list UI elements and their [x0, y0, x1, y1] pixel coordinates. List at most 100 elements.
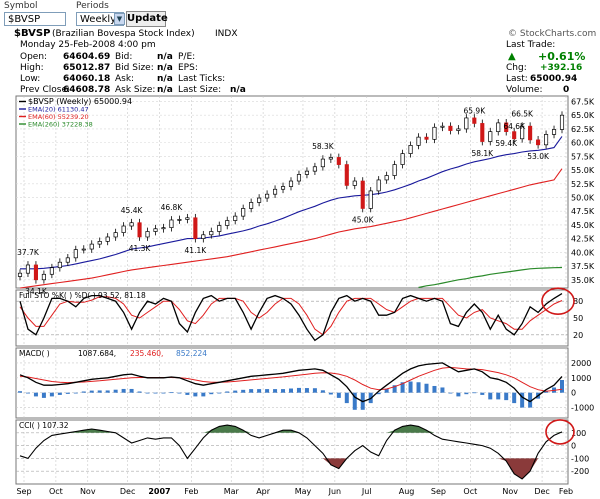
cci-positive-fill: [20, 425, 562, 433]
price-legend-0: $BVSP (Weekly) 65000.94: [28, 97, 132, 106]
macd-hist-bar-56: [464, 392, 469, 395]
periods-label: Periods: [76, 1, 109, 11]
field-lastticks-label: Last Ticks:: [178, 74, 226, 84]
field-lastsize-label: Last Size:: [178, 85, 222, 95]
x-tick-label-7: Apr: [256, 487, 271, 496]
cci-legend: CCI( ) 107.32: [19, 421, 69, 430]
price-annotation-5: 41.1K: [185, 246, 208, 255]
last-trade-label: Last Trade:: [506, 40, 556, 50]
candle-body-44: [368, 190, 373, 209]
price-y-tick-3: 60.0K: [571, 139, 595, 148]
candle-body-51: [424, 136, 429, 140]
candle-body-38: [320, 158, 325, 168]
candle-body-37: [312, 166, 317, 172]
macd-hist-bar-48: [400, 382, 405, 393]
chg-label: Chg:: [506, 63, 527, 73]
candle-body-2: [33, 264, 38, 281]
candle-body-27: [233, 215, 238, 221]
cci-y-tick-0: 100: [571, 429, 586, 438]
price-y-tick-11: 40.0K: [571, 248, 595, 257]
macd-hist-bar-24: [209, 392, 214, 395]
symbol-input[interactable]: $BVSP: [4, 12, 66, 26]
x-tick-label-9: Jun: [328, 487, 342, 496]
candle-body-13: [121, 225, 126, 233]
price-y-tick-4: 57.5K: [571, 152, 595, 161]
price-y-tick-1: 65.0K: [571, 111, 595, 120]
price-annotation-11: 59.4K: [495, 139, 518, 148]
macd-hist-bar-53: [440, 387, 445, 393]
price-y-tick-9: 45.0K: [571, 221, 595, 230]
macd-hist-bar-58: [480, 392, 485, 395]
macd-hist-bar-3: [41, 392, 46, 398]
candle-body-12: [113, 232, 118, 238]
candle-body-14: [129, 222, 134, 227]
macd-legend-label: MACD( ): [19, 349, 50, 358]
candle-body-55: [456, 128, 461, 131]
candle-body-11: [105, 236, 110, 242]
macd-hist-bar-29: [249, 389, 254, 393]
macd-hist-bar-23: [201, 392, 206, 397]
candle-body-33: [280, 186, 286, 190]
macd-hist-bar-57: [472, 392, 477, 394]
macd-hist-bar-41: [344, 392, 349, 404]
field-lastsize-value: n/a: [230, 85, 246, 95]
x-tick-label-0: Sep: [16, 487, 31, 496]
macd-hist-bar-22: [193, 392, 198, 397]
macd-hist-bar-54: [448, 392, 453, 394]
candle-body-16: [145, 231, 150, 238]
price-y-tick-12: 37.5K: [571, 262, 595, 271]
price-y-tick-0: 67.5K: [571, 97, 595, 106]
field-low-value: 64060.18: [63, 74, 111, 84]
x-tick-label-15: Dec: [534, 487, 549, 496]
update-button[interactable]: Update: [126, 11, 168, 27]
x-tick-label-17: Feb: [559, 487, 573, 496]
candle-body-4: [49, 267, 54, 275]
candle-body-6: [65, 257, 70, 263]
candle-body-30: [257, 197, 262, 203]
macd-hist-bar-50: [416, 382, 421, 393]
change-pct: +0.61%: [538, 50, 586, 63]
field-open-label: Open:: [20, 52, 48, 62]
candle-body-50: [416, 136, 421, 146]
macd-hist-bar-12: [113, 389, 118, 393]
price-annotation-13: 53.0K: [527, 152, 550, 161]
candle-body-59: [488, 131, 493, 142]
macd-hist-bar-45: [376, 392, 381, 395]
candle-body-52: [432, 126, 437, 140]
price-annotation-7: 45.0K: [352, 216, 375, 225]
sto-k-line: [19, 293, 563, 342]
macd-hist-bar-36: [304, 388, 309, 393]
field-prevclose-value: 64608.78: [63, 85, 111, 95]
macd-hist-bar-15: [137, 391, 142, 393]
macd-hist-bar-11: [105, 390, 110, 393]
macd-hist-bar-35: [296, 387, 301, 393]
cci-y-tick-1: 0: [571, 442, 576, 451]
chevron-down-icon[interactable]: ▼: [114, 13, 125, 25]
candle-body-9: [89, 243, 94, 250]
candle-body-41: [344, 164, 349, 186]
candle-body-10: [97, 241, 102, 245]
macd-hist-bar-60: [496, 392, 501, 400]
candle-body-36: [304, 170, 309, 175]
macd-hist-bar-55: [456, 392, 461, 397]
macd-hist-bar-1: [25, 392, 30, 394]
sto-d-line: [19, 296, 563, 336]
candle-body-20: [177, 219, 182, 221]
macd-legend-value-0: 1087.684,: [78, 349, 116, 358]
macd-hist-bar-51: [424, 383, 429, 393]
header-symbol: $BVSP: [14, 28, 51, 39]
macd-hist-bar-33: [281, 389, 286, 393]
candle-body-3: [41, 273, 46, 281]
candle-body-54: [448, 125, 453, 131]
ema60-line: [19, 168, 563, 289]
candle-body-32: [273, 188, 278, 195]
cci-highlight-circle: [545, 419, 575, 445]
price-annotation-9: 58.1K: [471, 149, 494, 158]
macd-hist-bar-26: [225, 391, 230, 393]
candle-body-58: [480, 123, 485, 142]
volume-value: 0: [563, 85, 570, 95]
macd-hist-bar-10: [97, 390, 102, 393]
macd-hist-bar-2: [33, 392, 38, 397]
macd-hist-bar-17: [153, 392, 158, 394]
macd-hist-bar-8: [81, 391, 86, 393]
